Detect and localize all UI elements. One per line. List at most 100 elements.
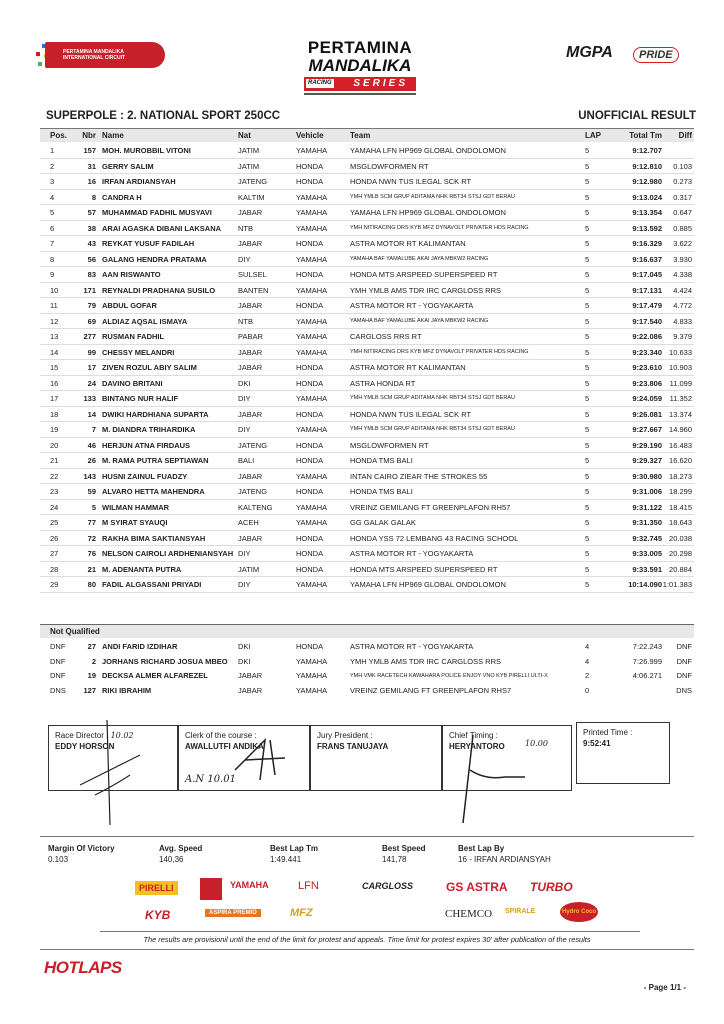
cell-nationality: DKI bbox=[238, 656, 251, 666]
cell-diff: 10.903 bbox=[669, 363, 692, 372]
cell-number: 72 bbox=[87, 533, 96, 543]
stat-value: 0.103 bbox=[48, 855, 69, 864]
col-diff: Diff bbox=[678, 131, 692, 140]
cell-number: 46 bbox=[87, 440, 96, 450]
table-row: 2 31 GERRY SALIM JATIM HONDA MSGLOWFORMEN RT 5… bbox=[40, 159, 694, 174]
cell-number: 38 bbox=[87, 223, 96, 233]
cell-team: INTAN CAIRO ZIEAR THE STROKES 55 bbox=[350, 471, 488, 481]
stat-margin: Margin Of Victory 0.103 bbox=[48, 843, 115, 865]
cell-position: DNF bbox=[50, 656, 66, 666]
cell-team: YMH VMK RACETECH KAWAHARA POLICE ENJOY V… bbox=[350, 673, 548, 679]
sponsor-gs-astra: GS ASTRA bbox=[446, 880, 508, 894]
cell-laps: 5 bbox=[585, 394, 590, 403]
cell-diff: 11.352 bbox=[669, 394, 692, 403]
cell-rider-name: GERRY SALIM bbox=[102, 161, 154, 171]
pride-logo: PRIDE bbox=[633, 47, 679, 63]
cell-team: YAMAHA LFN HP969 GLOBAL ONDOLOMON bbox=[350, 208, 506, 217]
cell-position: 2 bbox=[50, 161, 55, 171]
cell-total-time: 9:29.190 bbox=[632, 440, 662, 450]
cell-number: 43 bbox=[87, 239, 96, 248]
table-row: 27 76 NELSON CAIROLI ARDHENIANSYAH DIY HONDA… bbox=[40, 546, 694, 562]
cell-position: 10 bbox=[50, 285, 59, 295]
stat-label: Best Lap By bbox=[458, 844, 505, 853]
cell-total-time: 9:23.610 bbox=[632, 363, 662, 372]
cell-vehicle: HONDA bbox=[296, 161, 324, 171]
cell-vehicle: YAMAHA bbox=[296, 502, 328, 512]
cell-laps: 5 bbox=[585, 456, 590, 465]
cell-vehicle: YAMAHA bbox=[296, 223, 328, 233]
cell-team: ASTRA HONDA RT bbox=[350, 378, 416, 388]
cell-laps: 5 bbox=[585, 254, 590, 264]
cell-laps: 4 bbox=[585, 642, 590, 651]
cell-total-time: 7:26.999 bbox=[632, 656, 662, 666]
cell-laps: 5 bbox=[585, 425, 590, 434]
cell-nationality: JABAR bbox=[238, 533, 263, 543]
cell-diff: 4.338 bbox=[673, 270, 692, 279]
official-name: EDDY HORSON bbox=[55, 742, 115, 751]
printed-time-box: Printed Time : 9:52:41 bbox=[576, 722, 670, 784]
cell-total-time: 9:23.340 bbox=[632, 347, 662, 357]
cell-team: HONDA MTS ARSPEED SUPERSPEED RT bbox=[350, 270, 498, 279]
official-name: AWALLUTFI ANDIKA bbox=[185, 742, 264, 751]
col-pos: Pos. bbox=[50, 131, 67, 140]
cell-nationality: JABAR bbox=[238, 409, 263, 419]
divider bbox=[40, 949, 694, 950]
cell-total-time: 9:13.024 bbox=[632, 192, 662, 202]
table-row: 3 16 IRFAN ARDIANSYAH JATENG HONDA HONDA NWN … bbox=[40, 174, 694, 190]
cell-diff: 20.038 bbox=[669, 533, 692, 543]
cell-nationality: JABAR bbox=[238, 363, 263, 372]
cell-nationality: DKI bbox=[238, 378, 251, 388]
signature-scribble bbox=[79, 719, 141, 826]
cell-nationality: PABAR bbox=[238, 332, 263, 341]
cell-number: 24 bbox=[87, 378, 96, 388]
cell-team: YMH NITIRACING DRS KYB MFZ DYNAVOLT PRIV… bbox=[350, 224, 529, 231]
cell-laps: 5 bbox=[585, 146, 590, 155]
cell-vehicle: HONDA bbox=[296, 301, 324, 310]
cell-total-time: 9:12.707 bbox=[632, 146, 662, 155]
cell-position: 22 bbox=[50, 471, 59, 481]
cell-diff: DNF bbox=[676, 656, 692, 666]
table-row: 21 26 M. RAMA PUTRA SEPTIAWAN BALI HONDA HOND… bbox=[40, 453, 694, 469]
cell-total-time: 9:22.086 bbox=[632, 332, 662, 341]
cell-laps: 2 bbox=[585, 671, 590, 680]
cell-laps: 5 bbox=[585, 409, 590, 419]
cell-nationality: JABAR bbox=[238, 685, 263, 695]
divider bbox=[100, 931, 640, 932]
stat-best-speed: Best Speed 141,78 bbox=[382, 843, 426, 865]
cell-number: 77 bbox=[87, 518, 96, 527]
cell-position: 29 bbox=[50, 580, 59, 589]
signature-note: A.N 10.01 bbox=[185, 774, 236, 785]
cell-diff: 18.299 bbox=[669, 487, 692, 496]
sponsor-turbo: TURBO bbox=[530, 880, 573, 894]
cell-team: YAMAHA LFN HP969 GLOBAL ONDOLOMON bbox=[350, 146, 506, 155]
cell-diff: 16.483 bbox=[669, 440, 692, 450]
cell-nationality: JATENG bbox=[238, 440, 268, 450]
cell-diff: 1:01.383 bbox=[662, 580, 692, 589]
cell-rider-name: HUSNI ZAINUL FUADZY bbox=[102, 471, 188, 481]
cell-team: YMH YMLB SCM GRUP ADITAMA NHK RBT34 STSJ… bbox=[350, 193, 515, 200]
cell-number: 80 bbox=[87, 580, 96, 589]
cell-vehicle: YAMAHA bbox=[296, 146, 328, 155]
cell-vehicle: YAMAHA bbox=[296, 394, 328, 403]
cell-total-time: 9:24.059 bbox=[632, 394, 662, 403]
cell-rider-name: ZIVEN ROZUL ABIY SALIM bbox=[102, 363, 197, 372]
table-row: 19 7 M. DIANDRA TRIHARDIKA DIY YAMAHA YMH YML… bbox=[40, 422, 694, 438]
sponsor-chemco: CHEMCO bbox=[445, 908, 493, 920]
cell-number: 19 bbox=[87, 671, 96, 680]
cell-diff: 18.273 bbox=[669, 471, 692, 481]
cell-number: 127 bbox=[83, 685, 96, 695]
cell-position: 19 bbox=[50, 425, 59, 434]
cell-diff: 3.622 bbox=[673, 239, 692, 248]
cell-laps: 5 bbox=[585, 270, 590, 279]
cell-vehicle: HONDA bbox=[296, 549, 324, 558]
cell-rider-name: M. RAMA PUTRA SEPTIAWAN bbox=[102, 456, 209, 465]
cell-team: HONDA YSS 72 LEMBANG 43 RACING SCHOOL bbox=[350, 533, 519, 543]
cell-laps: 5 bbox=[585, 471, 590, 481]
cell-number: 83 bbox=[87, 270, 96, 279]
cell-team: ASTRA MOTOR RT KALIMANTAN bbox=[350, 363, 466, 372]
result-status: UNOFFICIAL RESULT bbox=[578, 110, 696, 122]
cell-vehicle: HONDA bbox=[296, 177, 324, 186]
cell-laps: 5 bbox=[585, 378, 590, 388]
jury-president-box: Jury President : FRANS TANUJAYA bbox=[310, 725, 442, 791]
brand-line-2: MANDALIKA bbox=[308, 56, 412, 75]
